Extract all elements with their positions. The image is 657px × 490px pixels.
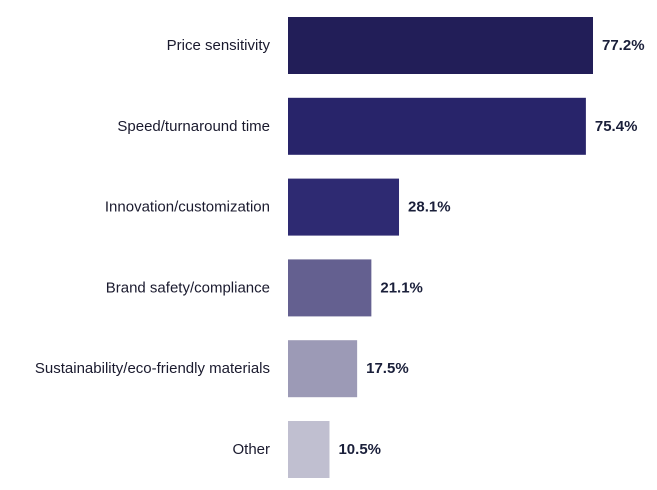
value-label: 77.2% bbox=[602, 37, 645, 54]
category-label: Price sensitivity bbox=[167, 37, 271, 54]
value-label: 21.1% bbox=[380, 279, 423, 296]
value-label: 17.5% bbox=[366, 360, 409, 377]
category-label: Sustainability/eco-friendly materials bbox=[35, 360, 270, 377]
category-label: Brand safety/compliance bbox=[106, 279, 270, 296]
bar bbox=[288, 97, 586, 155]
bar bbox=[288, 340, 358, 398]
value-label: 28.1% bbox=[408, 199, 451, 216]
bar bbox=[288, 178, 400, 236]
value-labels-group: 77.2% 75.4% 28.1% 21.1% 17.5% 10.5% bbox=[338, 37, 644, 458]
bar bbox=[288, 421, 330, 478]
category-labels-group: Price sensitivity Speed/turnaround time In… bbox=[35, 37, 271, 458]
bar bbox=[288, 17, 593, 74]
bar bbox=[288, 259, 372, 317]
bars-group bbox=[288, 17, 593, 478]
category-label: Speed/turnaround time bbox=[117, 118, 270, 135]
category-label: Innovation/customization bbox=[105, 199, 270, 216]
value-label: 75.4% bbox=[595, 118, 638, 135]
value-label: 10.5% bbox=[338, 441, 381, 458]
category-label: Other bbox=[232, 441, 270, 458]
